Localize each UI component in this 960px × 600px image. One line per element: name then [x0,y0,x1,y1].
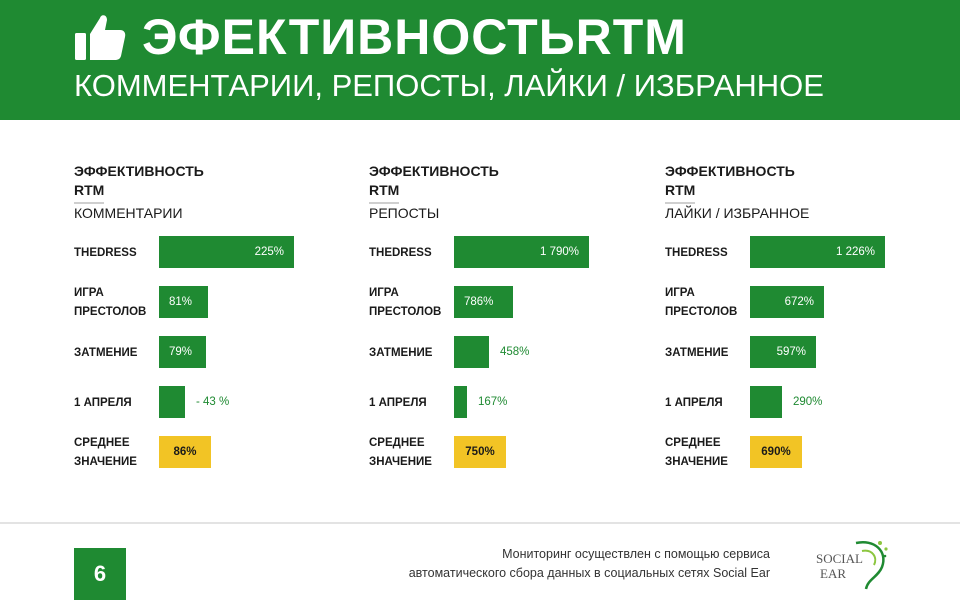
bar [750,286,824,318]
logo-text-ear: EAR [820,566,846,581]
bar-row: ЗАТМЕНИЕ 79% [74,336,364,370]
data-label: 81% [169,296,193,308]
page-number: 6 [74,548,126,600]
footer-note-line-1: Мониторинг осуществлен с помощью сервиса [502,547,770,561]
category-label: ИГРА ПРЕСТОЛОВ [665,287,738,318]
average-bar [750,436,802,468]
data-label: 1 790% [539,246,579,258]
data-label: 458% [500,346,530,358]
bar-row: 1 АПРЕЛЯ - 43 % [74,386,364,420]
data-label: 167% [478,396,508,408]
footer-divider [0,522,960,524]
category-label: ИГРА ПРЕСТОЛОВ [74,287,147,318]
chart-title: ЭФФЕКТИВНОСТЬ RTM [665,163,795,198]
bar [750,336,816,368]
bar [454,386,467,418]
chart-subtitle: ЛАЙКИ / ИЗБРАННОЕ [665,205,810,221]
data-label: 1 226% [835,246,875,258]
bar [454,286,513,318]
bar [454,236,589,268]
category-label: СРЕДНЕЕ ЗНАЧЕНИЕ [665,437,728,468]
bar-row: СРЕДНЕЕ ЗНАЧЕНИЕ 690% [665,436,955,470]
category-label: THEDRESS [74,246,137,259]
bar-row: СРЕДНЕЕ ЗНАЧЕНИЕ 750% [369,436,659,470]
logo-text-social: SOCIAL [816,551,863,566]
chart-panel-2: ЭФФЕКТИВНОСТЬ RTM РЕПОСТЫ THEDRESS 1 790% ИГР… [369,162,659,482]
category-label: СРЕДНЕЕ ЗНАЧЕНИЕ [74,437,137,468]
average-bar [454,436,506,468]
footer-note: Мониторинг осуществлен с помощью сервиса… [409,545,770,583]
bar-row: THEDRESS 1 226% [665,236,955,270]
bar-row: ИГРА ПРЕСТОЛОВ 786% [369,286,659,320]
bar-row: ЗАТМЕНИЕ 597% [665,336,955,370]
footer-note-line-2: автоматического сбора данных в социальны… [408,566,770,580]
bar [454,336,489,368]
bar [159,386,185,418]
data-label: 690% [761,446,791,458]
category-label: 1 АПРЕЛЯ [665,396,723,409]
data-label: 86% [173,446,197,458]
category-label: 1 АПРЕЛЯ [369,396,427,409]
data-label: 786% [464,296,494,308]
bar-row: СРЕДНЕЕ ЗНАЧЕНИЕ 86% [74,436,364,470]
category-label: ЗАТМЕНИЕ [665,346,729,359]
data-label: - 43 % [196,396,230,408]
category-label: 1 АПРЕЛЯ [74,396,132,409]
data-label: 672% [784,296,814,308]
bar [159,236,294,268]
chart-panel-1: ЭФФЕКТИВНОСТЬ RTM КОММЕНТАРИИ THEDRESS 225% И… [74,162,364,482]
bar-row: THEDRESS 1 790% [369,236,659,270]
data-label: 750% [465,446,495,458]
page-title: ЭФЕКТИВНОСТЬRTM [142,9,687,65]
data-label: 597% [776,346,806,358]
bar-row: ЗАТМЕНИЕ 458% [369,336,659,370]
header-banner: ЭФЕКТИВНОСТЬRTM КОММЕНТАРИИ, РЕПОСТЫ, ЛА… [0,0,960,120]
chart-subtitle: КОММЕНТАРИИ [74,205,183,221]
bar [750,386,782,418]
chart-subtitle: РЕПОСТЫ [369,205,440,221]
chart-title-rule [665,202,695,204]
social-ear-logo: SOCIAL EAR [816,540,888,590]
category-label: THEDRESS [665,246,728,259]
bar [159,336,206,368]
bar-row: ИГРА ПРЕСТОЛОВ 672% [665,286,955,320]
data-label: 225% [254,246,284,258]
data-label: 290% [793,396,823,408]
chart-title-rule [369,202,399,204]
category-label: THEDRESS [369,246,432,259]
bar [159,286,208,318]
bar-row: 1 АПРЕЛЯ 167% [369,386,659,420]
bar-row: THEDRESS 225% [74,236,364,270]
bar-row: ИГРА ПРЕСТОЛОВ 81% [74,286,364,320]
chart-title-rule [74,202,104,204]
average-bar [159,436,211,468]
bar-row: 1 АПРЕЛЯ 290% [665,386,955,420]
bar [750,236,885,268]
category-label: СРЕДНЕЕ ЗНАЧЕНИЕ [369,437,432,468]
chart-title: ЭФФЕКТИВНОСТЬ RTM [74,163,204,198]
category-label: ИГРА ПРЕСТОЛОВ [369,287,442,318]
category-label: ЗАТМЕНИЕ [369,346,433,359]
category-label: ЗАТМЕНИЕ [74,346,138,359]
chart-title: ЭФФЕКТИВНОСТЬ RTM [369,163,499,198]
chart-panel-3: ЭФФЕКТИВНОСТЬ RTM ЛАЙКИ / ИЗБРАННОЕ THEDRES… [665,162,955,482]
page-subtitle: КОММЕНТАРИИ, РЕПОСТЫ, ЛАЙКИ / ИЗБРАННОЕ [74,68,824,103]
thumbs-up-icon [75,15,126,60]
data-label: 79% [169,346,193,358]
